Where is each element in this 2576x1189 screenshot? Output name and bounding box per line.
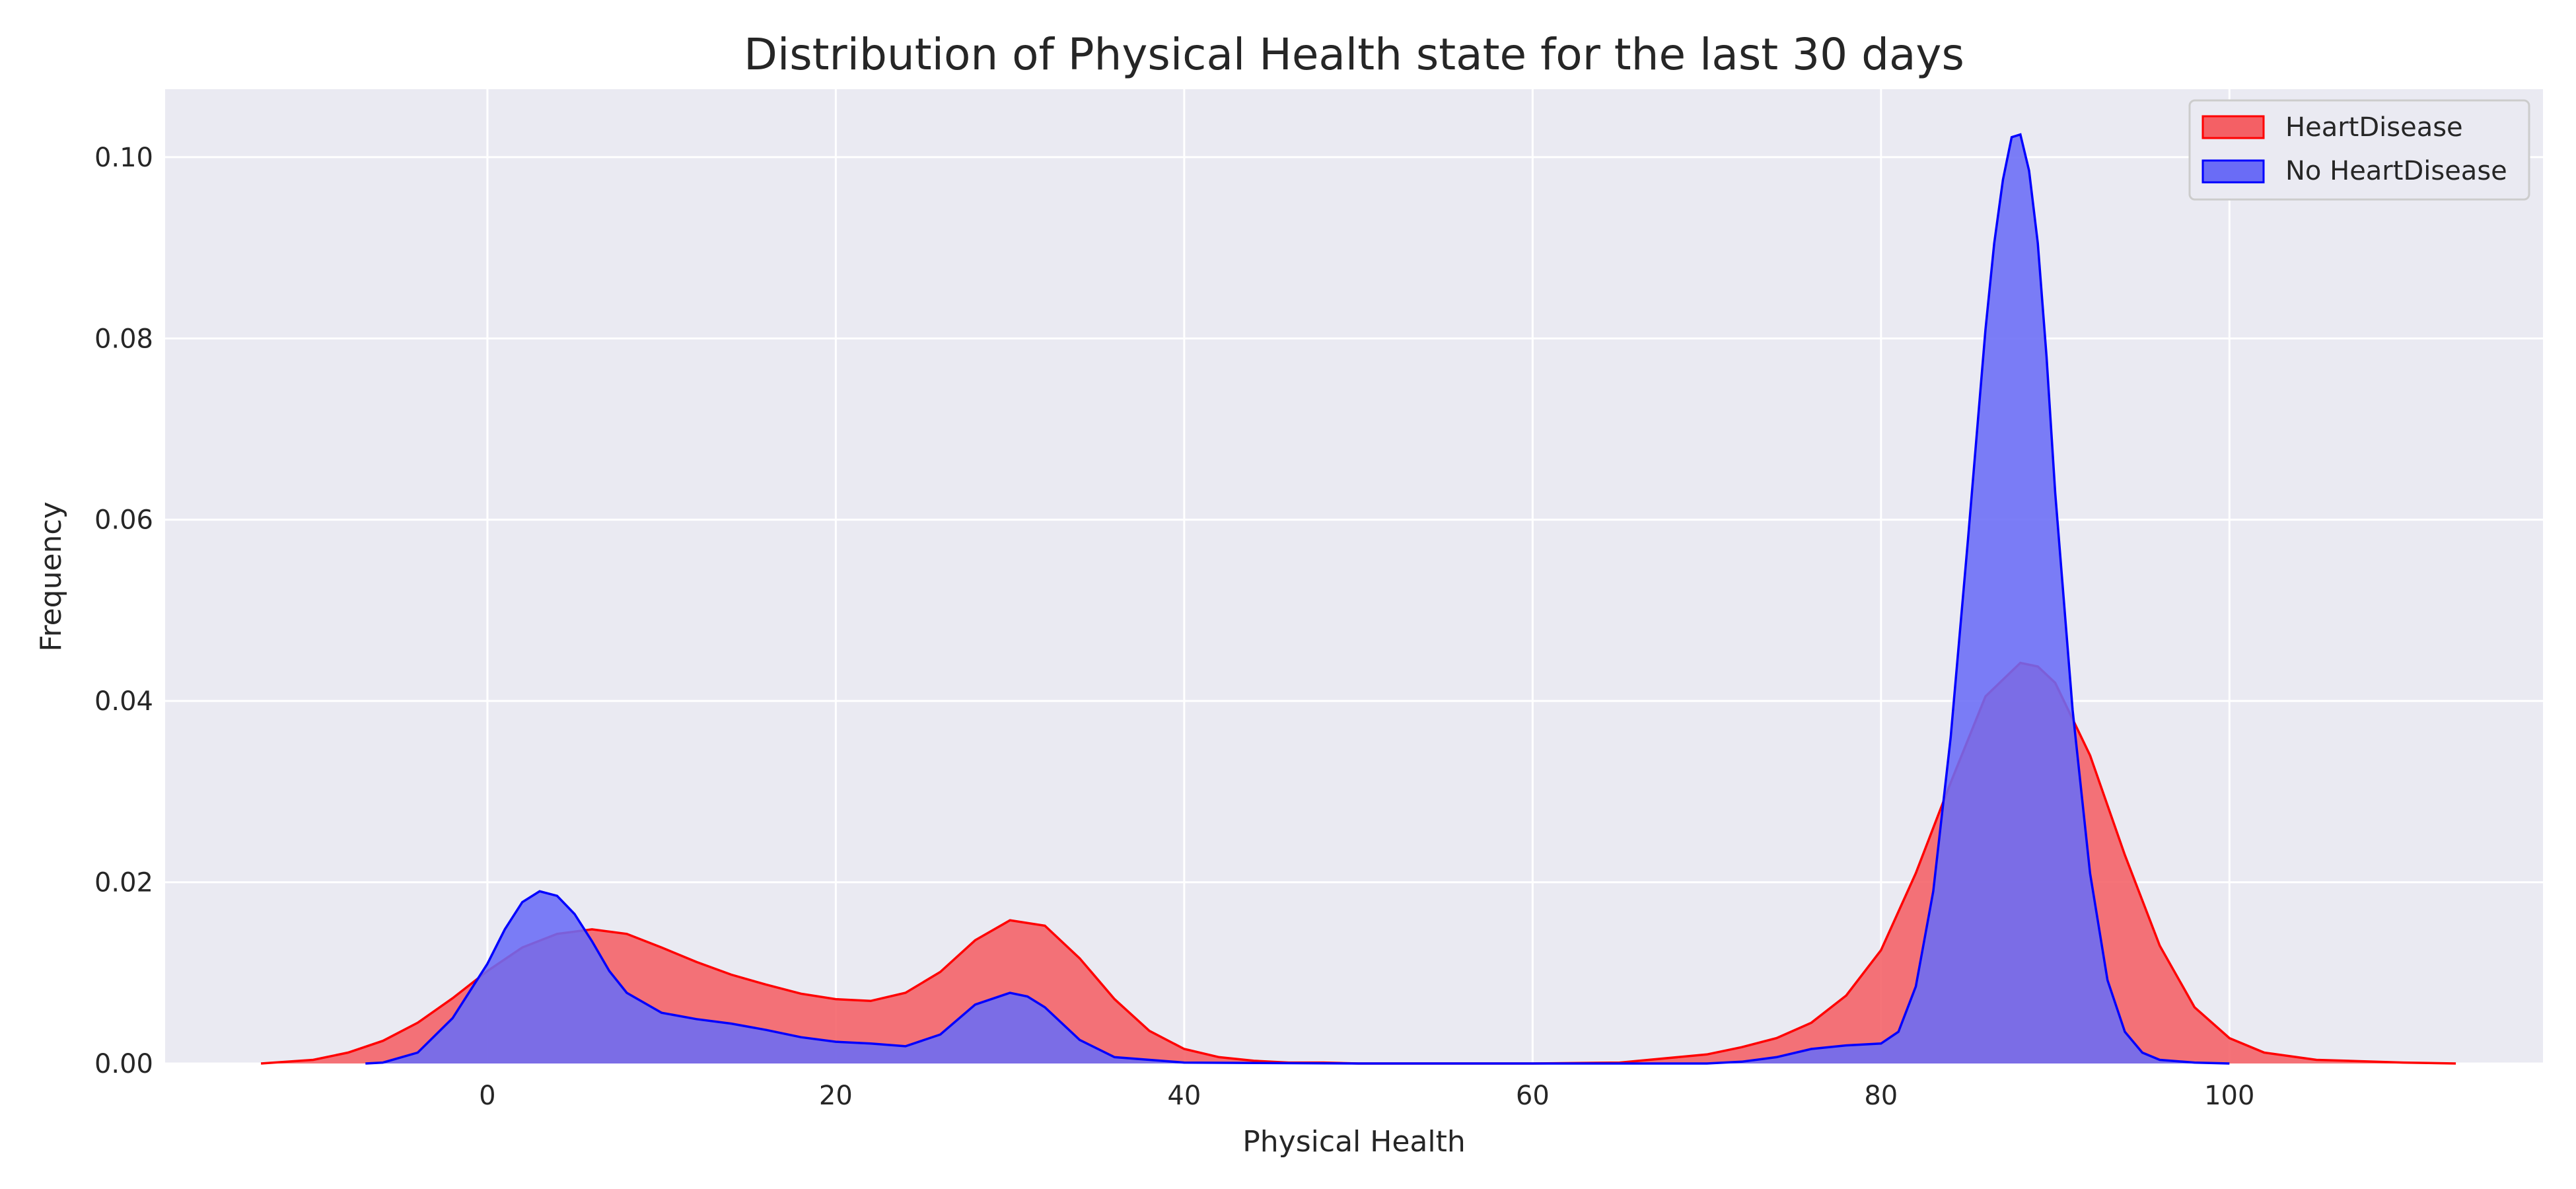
x-tick-label: 60 bbox=[1516, 1081, 1550, 1111]
x-tick-label: 100 bbox=[2204, 1081, 2254, 1111]
series-areas bbox=[260, 133, 2456, 1065]
area-no-heartdisease bbox=[365, 134, 2230, 1064]
x-tick-label: 40 bbox=[1167, 1081, 1201, 1111]
legend-swatch-no-heartdisease bbox=[2201, 159, 2265, 184]
y-tick-label: 0.04 bbox=[94, 686, 153, 717]
y-tick-label: 0.06 bbox=[94, 505, 153, 536]
legend-label-heartdisease: HeartDisease bbox=[2285, 112, 2463, 143]
x-axis-label: Physical Health bbox=[1242, 1125, 1465, 1159]
y-tick-label: 0.00 bbox=[94, 1049, 153, 1079]
y-tick-label: 0.02 bbox=[94, 868, 153, 898]
x-tick-label: 20 bbox=[819, 1081, 853, 1111]
chart-title: Distribution of Physical Health state fo… bbox=[744, 29, 1964, 80]
y-tick-labels: 0.00 0.02 0.04 0.06 0.08 0.10 bbox=[94, 143, 153, 1079]
line-no-heartdisease bbox=[365, 133, 2230, 1065]
x-tick-label: 80 bbox=[1864, 1081, 1898, 1111]
legend-label-no-heartdisease: No HeartDisease bbox=[2285, 156, 2507, 186]
legend-frame bbox=[2188, 99, 2530, 201]
legend: HeartDisease No HeartDisease bbox=[2188, 99, 2530, 201]
y-tick-label: 0.10 bbox=[94, 143, 153, 173]
legend-swatch-heartdisease bbox=[2201, 115, 2265, 139]
y-tick-label: 0.08 bbox=[94, 324, 153, 354]
x-tick-label: 0 bbox=[479, 1081, 495, 1111]
area-heartdisease bbox=[261, 663, 2456, 1063]
x-tick-labels: 0 20 40 60 80 100 bbox=[479, 1081, 2254, 1111]
y-axis-label: Frequency bbox=[34, 501, 68, 651]
